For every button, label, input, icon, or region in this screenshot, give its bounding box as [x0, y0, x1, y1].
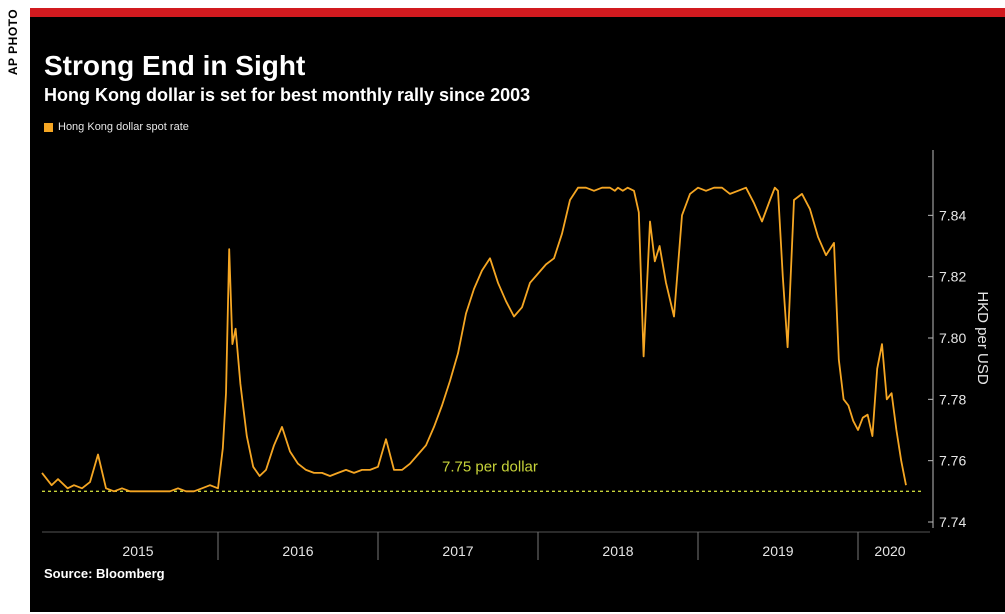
x-tick-label: 2018 [602, 543, 633, 559]
y-tick-label: 7.80 [939, 330, 966, 346]
photo-credit-strip: AP PHOTO [0, 0, 26, 614]
accent-bar [30, 8, 1005, 17]
y-tick-label: 7.82 [939, 269, 966, 285]
reference-line-label: 7.75 per dollar [442, 458, 538, 475]
x-tick-label: 2017 [442, 543, 473, 559]
x-tick-label: 2015 [122, 543, 153, 559]
x-tick-label: 2019 [762, 543, 793, 559]
chart-legend: Hong Kong dollar spot rate [44, 121, 189, 133]
y-axis-title: HKD per USD [974, 291, 991, 385]
photo-credit: AP PHOTO [6, 8, 20, 76]
legend-swatch [44, 122, 53, 132]
y-tick-label: 7.76 [939, 453, 966, 469]
legend-label: Hong Kong dollar spot rate [58, 121, 189, 133]
y-tick-label: 7.78 [939, 391, 966, 407]
y-tick-label: 7.74 [939, 514, 966, 530]
chart-source: Source: Bloomberg [44, 566, 165, 581]
series-line [41, 186, 907, 493]
chart-plot: 7.74 7.76 7.78 7.80 7.82 7.84 HKD per USD 2015 2… [41, 150, 991, 560]
chart-title: Strong End in Sight [44, 50, 306, 81]
chart-subtitle: Hong Kong dollar is set for best monthly… [44, 85, 531, 105]
x-tick-label: 2020 [874, 543, 905, 559]
chart-panel: Strong End in Sight Hong Kong dollar is … [30, 8, 1005, 612]
y-tick-label: 7.84 [939, 207, 966, 223]
x-tick-label: 2016 [282, 543, 313, 559]
